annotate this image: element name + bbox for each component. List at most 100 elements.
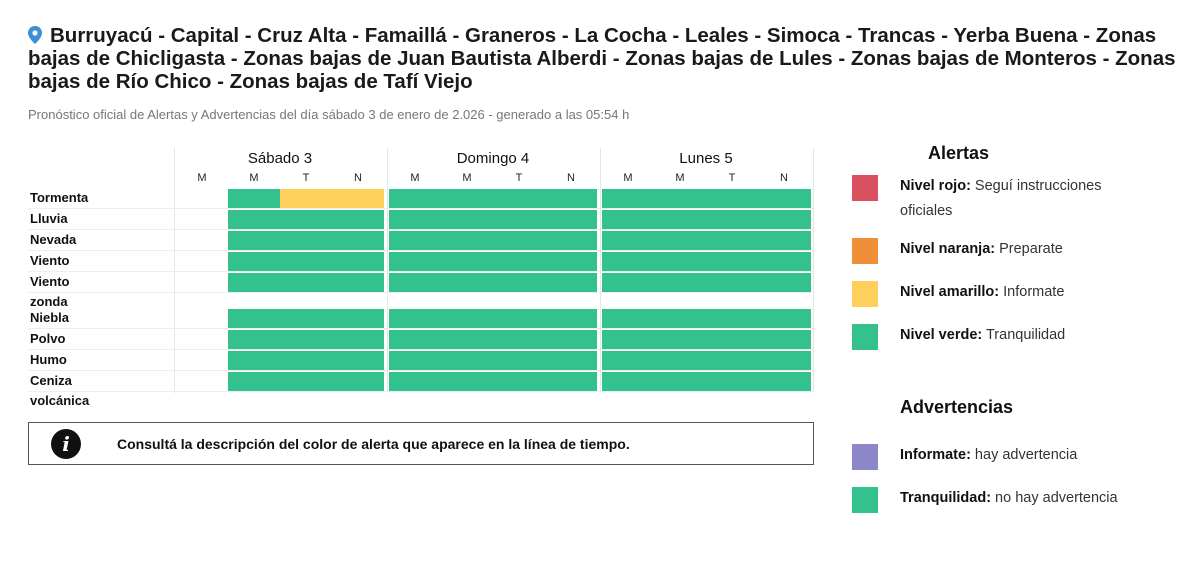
- level-cell: [389, 309, 441, 328]
- level-cell: [280, 351, 332, 370]
- level-cell: [758, 309, 811, 328]
- level-cell: [280, 372, 332, 391]
- level-cell: [758, 351, 811, 370]
- level-cell: [280, 330, 332, 349]
- row-divider: [28, 229, 813, 230]
- level-cell: [706, 330, 758, 349]
- advertencias-heading: Advertencias: [900, 397, 1014, 417]
- level-cell: [602, 351, 654, 370]
- alerta-rojo-swatch: [852, 175, 878, 201]
- level-cell: [602, 252, 654, 271]
- info-icon: i: [51, 428, 81, 459]
- level-cell: [654, 231, 706, 250]
- period-header: M: [249, 172, 259, 184]
- level-cell: [228, 309, 280, 328]
- level-cell: [758, 189, 811, 208]
- level-cell: [758, 330, 811, 349]
- level-cell: [493, 189, 545, 208]
- level-cell: [228, 330, 280, 349]
- page-title: Burruyacú - Capital - Cruz Alta - Famail…: [28, 24, 1178, 93]
- period-header: T: [515, 172, 523, 184]
- subtitle: Pronóstico oficial de Alertas y Adverten…: [28, 107, 630, 122]
- level-cell: [228, 273, 280, 292]
- level-cell: [706, 351, 758, 370]
- legend-desc: no hay advertencia: [991, 490, 1118, 506]
- level-cell: [493, 231, 545, 250]
- level-cell: [493, 351, 545, 370]
- level-cell: [332, 351, 384, 370]
- advertencia-verde-swatch: [852, 487, 878, 513]
- alerta-naranja-label: Nivel naranja: Preparate: [900, 237, 1140, 262]
- level-cell: [280, 231, 332, 250]
- level-cell: [706, 189, 758, 208]
- row-divider: [28, 349, 813, 350]
- day-divider: [600, 148, 601, 393]
- level-cell: [441, 330, 493, 349]
- level-cell: [228, 189, 280, 208]
- row-label: Viento zonda: [30, 274, 70, 309]
- level-cell: [280, 189, 332, 208]
- level-cell: [758, 252, 811, 271]
- level-cell: [389, 189, 441, 208]
- level-cell: [602, 330, 654, 349]
- level-cell: [706, 210, 758, 229]
- level-cell: [493, 372, 545, 391]
- day-divider: [813, 148, 814, 393]
- period-header: N: [354, 172, 362, 184]
- level-cell: [545, 252, 597, 271]
- advertencia-violeta-label: Informate: hay advertencia: [900, 443, 1140, 468]
- level-cell: [602, 231, 654, 250]
- legend-desc: Preparate: [995, 241, 1063, 257]
- row-label: Polvo: [30, 331, 66, 346]
- level-cell: [654, 252, 706, 271]
- legend-desc: Informate: [999, 284, 1065, 300]
- level-cell: [441, 231, 493, 250]
- period-header: T: [728, 172, 736, 184]
- row-divider: [28, 250, 813, 251]
- level-cell: [493, 210, 545, 229]
- level-cell: [545, 189, 597, 208]
- row-label: Tormenta: [30, 190, 89, 205]
- level-cell: [389, 252, 441, 271]
- level-cell: [441, 309, 493, 328]
- level-cell: [654, 189, 706, 208]
- legend-bold: Nivel verde:: [900, 327, 983, 343]
- level-cell: [758, 372, 811, 391]
- day-header: Lunes 5: [679, 150, 733, 167]
- level-cell: [654, 309, 706, 328]
- row-label: Nevada: [30, 232, 77, 247]
- day-header: Domingo 4: [456, 150, 530, 167]
- legend-desc: hay advertencia: [970, 447, 1078, 463]
- level-cell: [280, 273, 332, 292]
- title-text: Burruyacú - Capital - Cruz Alta - Famail…: [28, 24, 1176, 93]
- advertencia-violeta-swatch: [852, 444, 878, 470]
- alerta-amarillo-label: Nivel amarillo: Informate: [900, 280, 1140, 305]
- day-divider: [387, 148, 388, 393]
- level-cell: [545, 372, 597, 391]
- level-cell: [332, 252, 384, 271]
- level-cell: [545, 351, 597, 370]
- level-cell: [706, 309, 758, 328]
- advertencia-verde-label: Tranquilidad: no hay advertencia: [900, 486, 1140, 511]
- map-pin-icon: [28, 26, 42, 44]
- level-cell: [389, 351, 441, 370]
- alerta-naranja-swatch: [852, 238, 878, 264]
- info-text: Consultá la descripción del color de ale…: [117, 435, 630, 452]
- level-cell: [389, 231, 441, 250]
- level-cell: [389, 330, 441, 349]
- level-cell: [441, 372, 493, 391]
- level-cell: [545, 210, 597, 229]
- legend-bold: Nivel amarillo:: [900, 284, 1000, 300]
- level-cell: [280, 309, 332, 328]
- alertas-heading: Alertas: [928, 143, 990, 163]
- legend-bold: Informate:: [900, 447, 971, 463]
- day-divider: [174, 148, 175, 393]
- legend-desc: Tranquilidad: [982, 327, 1066, 343]
- level-cell: [602, 273, 654, 292]
- level-cell: [493, 252, 545, 271]
- level-cell: [654, 351, 706, 370]
- level-cell: [654, 210, 706, 229]
- level-cell: [493, 309, 545, 328]
- level-cell: [493, 330, 545, 349]
- alerta-verde-swatch: [852, 324, 878, 350]
